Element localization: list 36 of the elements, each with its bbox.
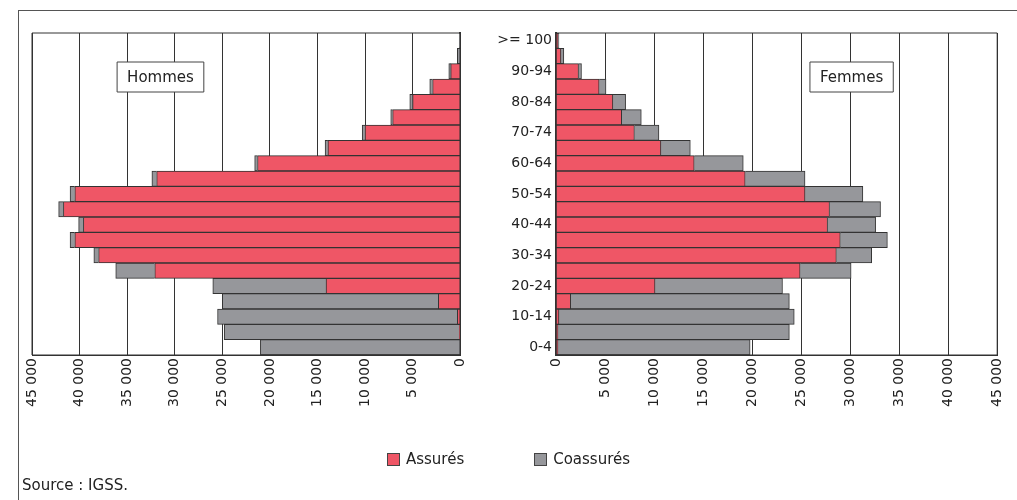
- y-tick-label: 40-44: [511, 215, 553, 232]
- y-tick-label: 70-74: [511, 123, 553, 140]
- y-tick-label: 30-34: [511, 245, 553, 262]
- y-tick-label: 60-64: [511, 153, 553, 170]
- x-tick-label: 15 000: [693, 358, 710, 407]
- x-tick-label: 15 000: [308, 358, 325, 407]
- x-tick-label: 35 000: [117, 358, 134, 407]
- legend-label: Coassurés: [553, 450, 631, 468]
- x-tick-label: 45 000: [987, 358, 1004, 407]
- x-tick-label: 10 000: [355, 358, 372, 407]
- x-tick-label: 10 000: [644, 358, 661, 407]
- x-tick-label: 0: [546, 358, 563, 367]
- legend-label: Assurés: [405, 450, 465, 468]
- x-tick-label: 5 000: [595, 358, 612, 399]
- x-tick-label: 25 000: [212, 358, 229, 407]
- x-tick-label: 45 000: [22, 358, 39, 407]
- x-tick-label: 5 000: [403, 358, 420, 399]
- y-tick-label: 20-24: [511, 276, 553, 293]
- x-tick-label: 0: [450, 358, 467, 367]
- x-tick-label: 40 000: [938, 358, 955, 407]
- y-tick-label: 50-54: [511, 184, 553, 201]
- y-tick-label: 80-84: [511, 92, 553, 109]
- source-note: Source : IGSS.: [22, 476, 128, 494]
- x-tick-label: 35 000: [889, 358, 906, 407]
- y-tick-label: 0-4: [529, 337, 553, 354]
- y-tick-label: >= 100: [497, 31, 552, 48]
- x-tick-label: 30 000: [165, 358, 182, 407]
- y-tick-label: 10-14: [511, 307, 553, 324]
- x-tick-label: 40 000: [70, 358, 87, 407]
- x-tick-label: 20 000: [742, 358, 759, 407]
- x-tick-label: 20 000: [260, 358, 277, 407]
- y-tick-label: 90-94: [511, 61, 553, 78]
- x-tick-label: 25 000: [791, 358, 808, 407]
- text: Hommes: [127, 67, 194, 86]
- text: Femmes: [819, 67, 884, 86]
- x-tick-label: 30 000: [840, 358, 857, 407]
